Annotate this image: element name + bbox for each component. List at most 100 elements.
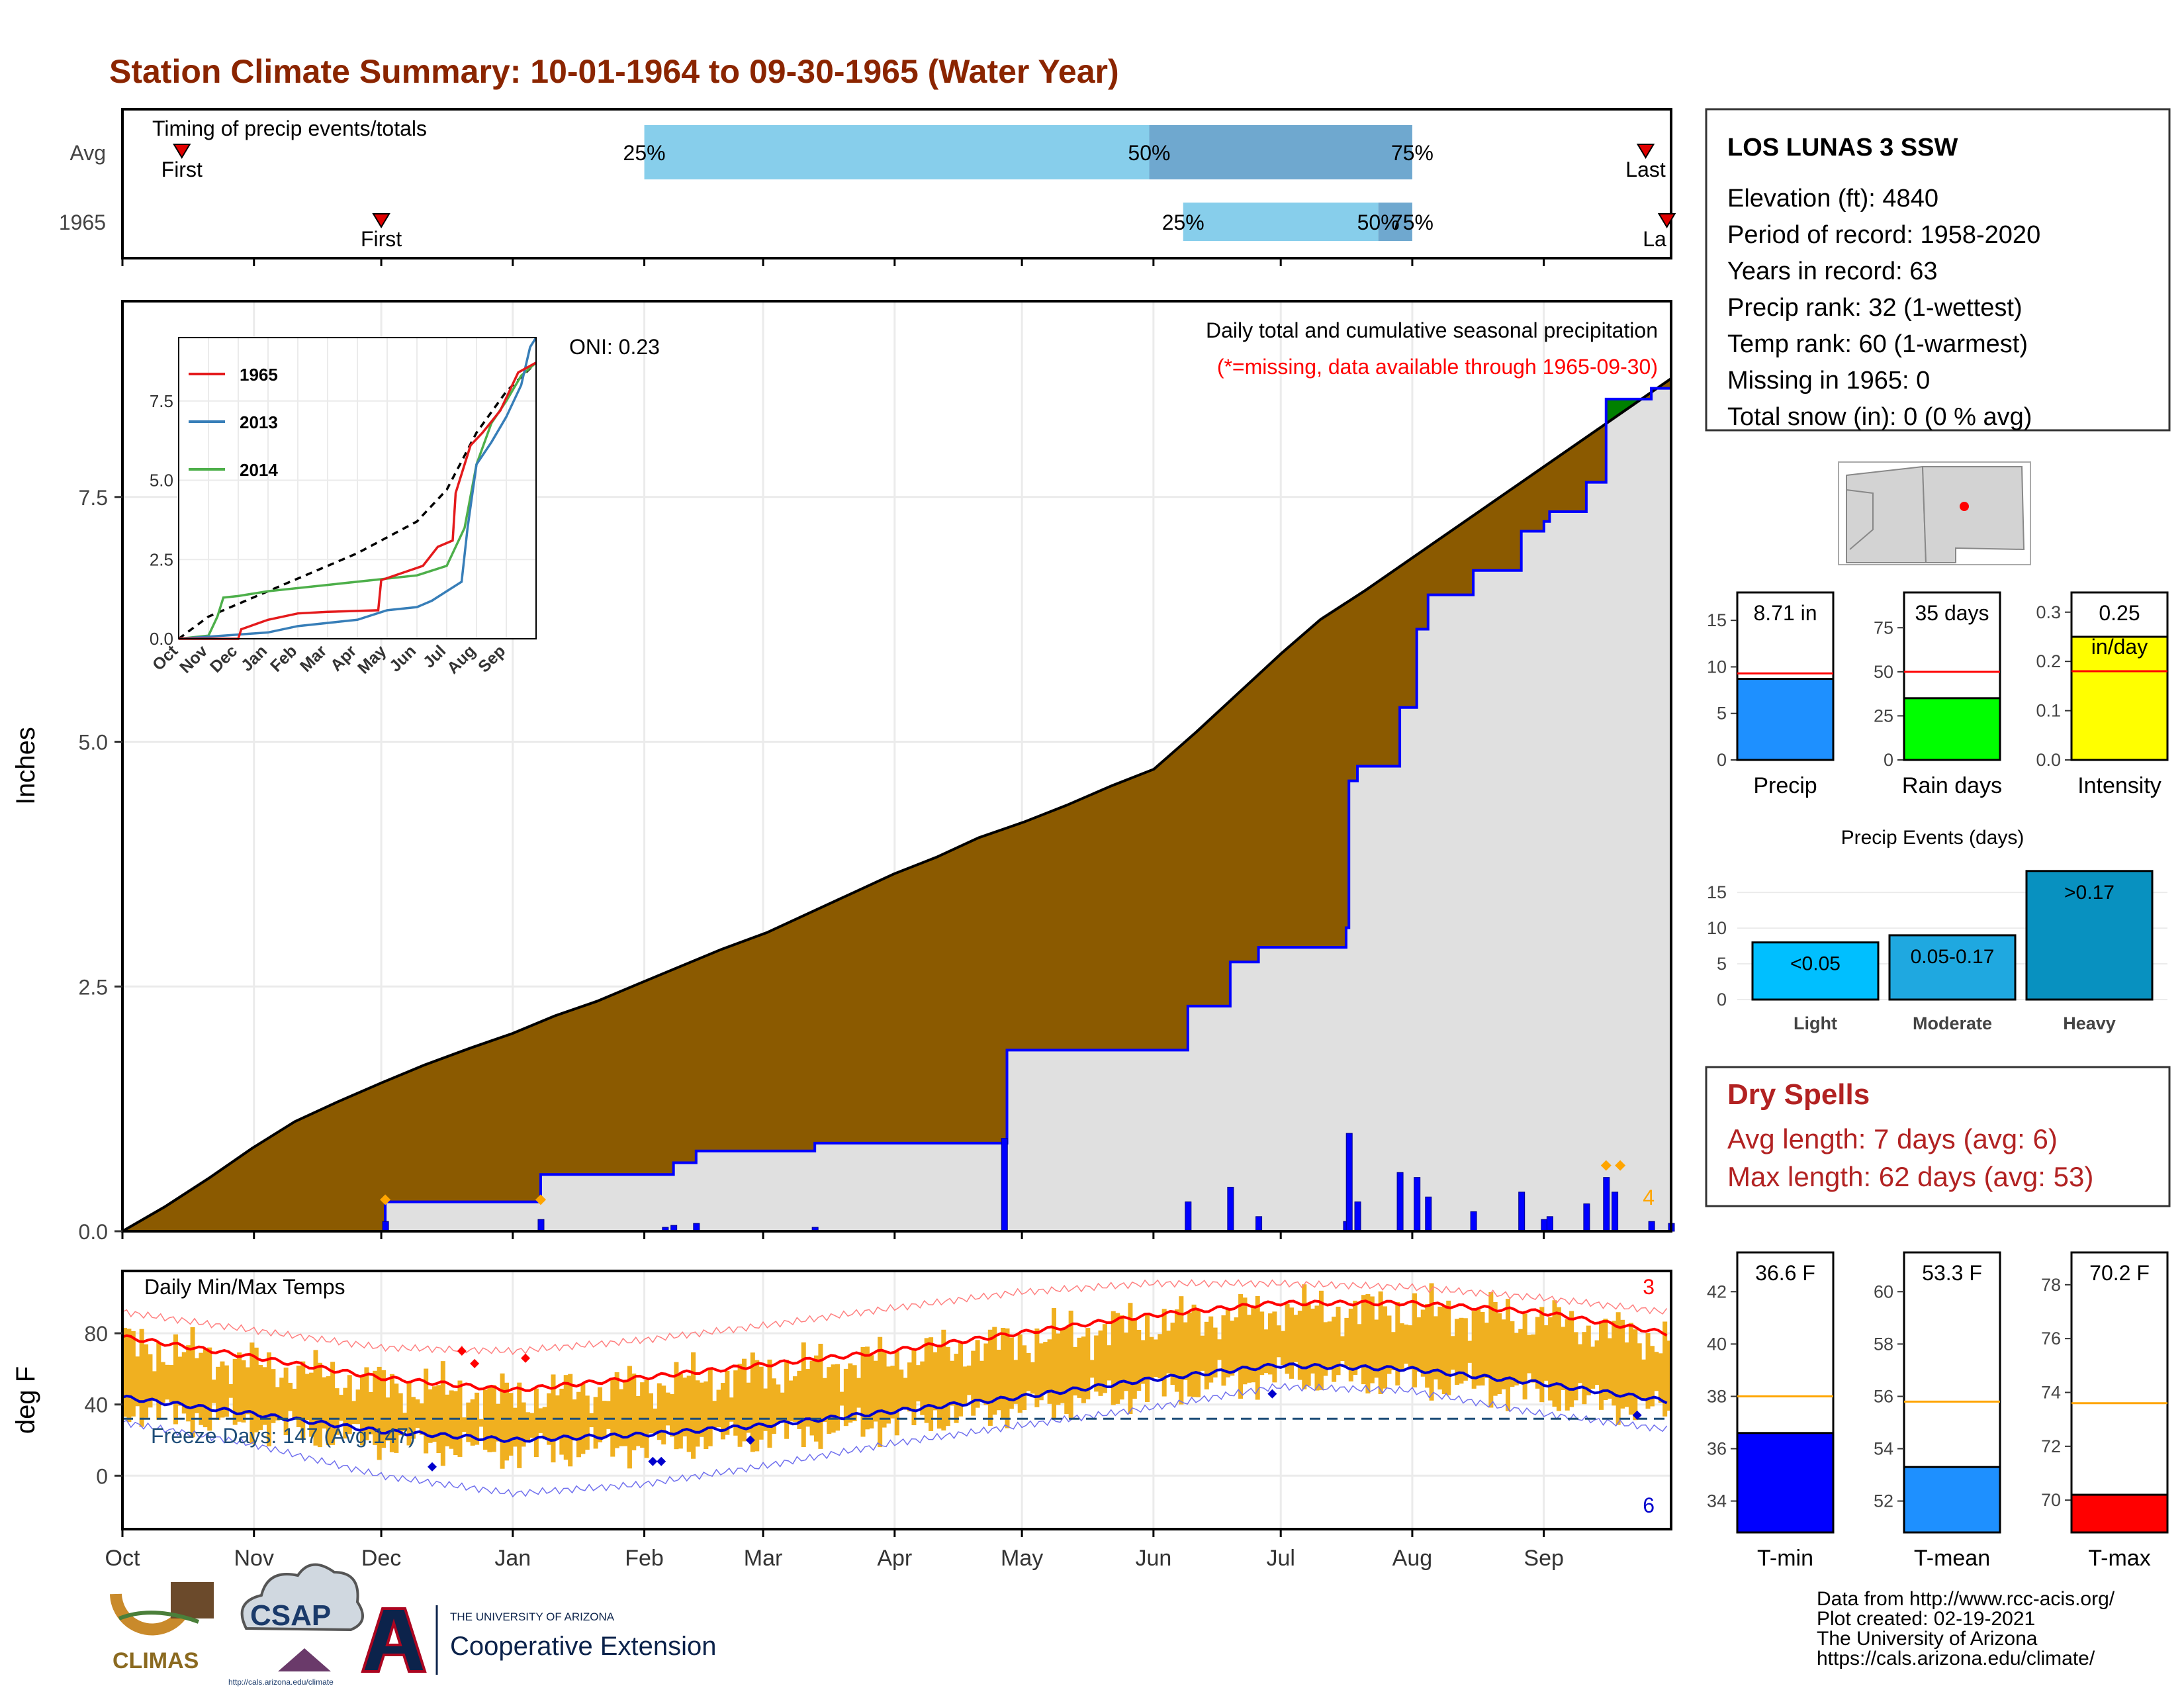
events-tick-label-0: 0 xyxy=(1717,990,1727,1009)
summary-t-mean-tick-label-1: 54 xyxy=(1874,1438,1893,1458)
daily-temp-bar-230 xyxy=(1098,1330,1103,1396)
daily-temp-bar-21 xyxy=(211,1380,216,1403)
daily-temp-bar-181 xyxy=(890,1366,895,1419)
daily-temp-bar-210 xyxy=(1013,1360,1019,1404)
record-low-marker-icon-3 xyxy=(745,1435,755,1445)
daily-temp-bar-127 xyxy=(661,1385,666,1445)
daily-temp-bar-9 xyxy=(160,1362,165,1403)
daily-temp-bar-255 xyxy=(1204,1321,1209,1389)
daily-temp-bar-357 xyxy=(1637,1343,1642,1398)
summary-intensity-bar xyxy=(2070,635,2169,761)
climas-logo-text: CLIMAS xyxy=(113,1648,199,1673)
footer-credits: Data from http://www.rcc-acis.org/ Plot … xyxy=(1817,1588,2115,1669)
daily-temp-bar-132 xyxy=(682,1378,688,1436)
summary-rain-days-bar xyxy=(1903,697,2001,761)
daily-temp-bar-102 xyxy=(555,1395,560,1440)
daily-temp-bar-309 xyxy=(1433,1316,1438,1380)
timing-q50-75-bar-avg xyxy=(1149,125,1412,179)
avg-min-line xyxy=(122,1362,1668,1443)
daily-temp-bar-239 xyxy=(1136,1329,1142,1391)
legend-label-2013: 2013 xyxy=(240,412,278,432)
daily-temp-bar-294 xyxy=(1369,1296,1375,1383)
daily-temp-bar-54 xyxy=(351,1401,357,1425)
daily-temp-bar-164 xyxy=(818,1343,823,1449)
daily-temp-bar-120 xyxy=(631,1373,637,1450)
daily-temp-bar-168 xyxy=(835,1364,841,1431)
daily-temp-bar-263 xyxy=(1238,1293,1244,1399)
summary-intensity-tick-label-3: 0.3 xyxy=(2036,602,2061,622)
daily-temp-bar-20 xyxy=(207,1347,212,1431)
daily-temp-bar-206 xyxy=(996,1350,1001,1411)
daily-temp-bar-154 xyxy=(776,1384,781,1423)
daily-temp-bar-194 xyxy=(945,1346,950,1427)
month-label-jan: Jan xyxy=(494,1546,531,1571)
daily-temp-bar-253 xyxy=(1195,1309,1201,1397)
month-label-jun: Jun xyxy=(1135,1546,1171,1571)
daily-temp-bar-353 xyxy=(1620,1319,1625,1409)
daily-temp-bar-114 xyxy=(606,1401,611,1429)
daily-temp-bar-63 xyxy=(389,1374,394,1452)
daily-temp-bar-112 xyxy=(598,1387,603,1442)
daily-temp-bar-149 xyxy=(754,1360,760,1452)
daily-temp-bar-192 xyxy=(936,1346,942,1429)
daily-temp-bar-186 xyxy=(911,1350,917,1426)
daily-temp-bar-133 xyxy=(686,1376,692,1452)
daily-temp-bar-33 xyxy=(262,1367,267,1425)
daily-temp-bar-304 xyxy=(1412,1293,1417,1387)
daily-temp-bar-248 xyxy=(1174,1309,1179,1392)
daily-temp-bar-333 xyxy=(1535,1317,1540,1389)
daily-temp-bar-182 xyxy=(894,1350,899,1436)
month-label-apr: Apr xyxy=(877,1546,912,1571)
daily-temp-bar-364 xyxy=(1666,1340,1672,1411)
dry-spells-avg: Avg length: 7 days (avg: 6) xyxy=(1727,1123,2058,1154)
daily-temp-bar-220 xyxy=(1056,1333,1061,1405)
daily-temp-bar-147 xyxy=(746,1382,751,1433)
daily-temp-bar-267 xyxy=(1255,1295,1260,1400)
daily-temp-bar-274 xyxy=(1285,1303,1290,1374)
precip-ytick-label-3: 7.5 xyxy=(79,486,108,510)
daily-temp-bar-252 xyxy=(1191,1304,1197,1397)
avg-cumulative-line xyxy=(122,377,1672,1233)
daily-temp-bar-58 xyxy=(368,1391,373,1434)
station-line-missing: Missing in 1965: 0 xyxy=(1727,367,1930,395)
daily-temp-bar-15 xyxy=(186,1345,191,1422)
daily-temp-bar-7 xyxy=(152,1371,157,1400)
daily-temp-bar-276 xyxy=(1293,1315,1298,1362)
daily-temp-bar-200 xyxy=(971,1350,976,1416)
daily-precip-bar-12 xyxy=(1354,1201,1361,1232)
daily-temp-bar-289 xyxy=(1348,1308,1353,1382)
daily-temp-bar-153 xyxy=(771,1378,776,1434)
daily-temp-bar-198 xyxy=(962,1366,968,1406)
daily-temp-bar-349 xyxy=(1603,1319,1608,1401)
daily-temp-bar-90 xyxy=(504,1382,509,1461)
temp-ytick-label-2: 80 xyxy=(84,1322,108,1346)
daily-temp-bar-152 xyxy=(767,1359,772,1448)
daily-temp-bar-347 xyxy=(1594,1340,1600,1385)
cumulative-1965-line xyxy=(122,378,1672,1233)
precip-annotation: Daily total and cumulative seasonal prec… xyxy=(1206,318,1658,342)
daily-temp-bar-317 xyxy=(1467,1340,1473,1363)
summary-t-mean-category-label: T-mean xyxy=(1914,1546,1990,1571)
month-axis: Oct Nov Dec Jan Feb Mar Apr May Jun Jul Aug Sep xyxy=(105,1529,1564,1571)
daily-temp-bar-35 xyxy=(271,1369,276,1423)
daily-temp-bar-335 xyxy=(1543,1325,1549,1381)
station-line-precip-rank: Precip rank: 32 (1-wettest) xyxy=(1727,294,2023,322)
daily-temp-bar-94 xyxy=(521,1402,526,1447)
precip-ytick-label-0: 0.0 xyxy=(79,1220,108,1244)
daily-temp-bar-140 xyxy=(716,1389,721,1428)
events-category-label-light: Light xyxy=(1794,1013,1837,1033)
csap-cloud-shape xyxy=(240,1563,364,1632)
events-category-label-heavy: Heavy xyxy=(2063,1013,2116,1033)
daily-temp-bar-55 xyxy=(355,1389,361,1425)
summary-t-mean-tick-label-4: 60 xyxy=(1874,1282,1893,1301)
daily-temp-bar-12 xyxy=(173,1334,178,1425)
daily-temp-bar-39 xyxy=(288,1382,293,1411)
daily-temp-bar-325 xyxy=(1501,1319,1506,1389)
daily-temp-bar-287 xyxy=(1340,1336,1345,1361)
daily-temp-bar-37 xyxy=(279,1378,285,1420)
daily-temp-bar-36 xyxy=(275,1387,280,1421)
daily-temp-bar-40 xyxy=(292,1388,297,1419)
daily-temp-bar-288 xyxy=(1344,1317,1349,1366)
daily-precip-bar-22 xyxy=(1612,1192,1619,1232)
